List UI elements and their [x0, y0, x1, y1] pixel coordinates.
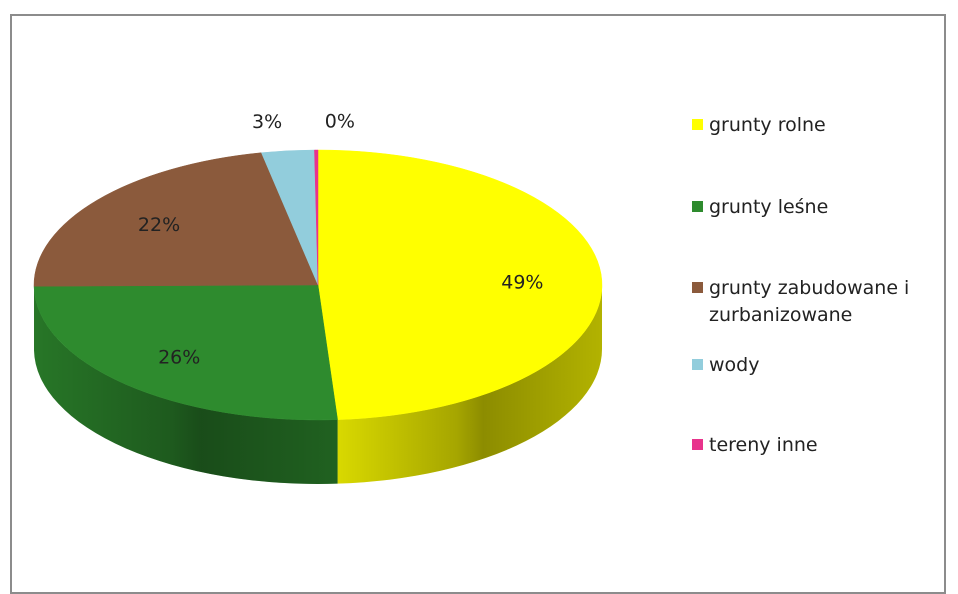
- data-label-wody: 3%: [252, 111, 282, 133]
- legend-item-grunty-zabudowane-i-zurbanizowane: grunty zabudowane i zurbanizowane: [692, 275, 954, 329]
- data-label-grunty-lesne: 26%: [158, 346, 200, 368]
- data-label-grunty-zabudowane-i-zurbanizowane: 22%: [138, 214, 180, 236]
- legend-item-grunty-rolne: grunty rolne: [692, 112, 826, 139]
- legend-label-wody: wody: [709, 352, 759, 379]
- data-label-tereny-inne: 0%: [325, 110, 355, 132]
- legend-item-wody: wody: [692, 352, 759, 379]
- legend-item-tereny-inne: tereny inne: [692, 432, 818, 459]
- legend-swatch-wody: [692, 359, 703, 370]
- legend-item-grunty-lesne: grunty leśne: [692, 194, 828, 221]
- legend-label-grunty-lesne: grunty leśne: [709, 194, 828, 221]
- legend-swatch-grunty-rolne: [692, 119, 703, 130]
- legend-swatch-grunty-zabudowane-i-zurbanizowane: [692, 282, 703, 293]
- legend-label-grunty-rolne: grunty rolne: [709, 112, 826, 139]
- legend-label-grunty-zabudowane-i-zurbanizowane: grunty zabudowane i zurbanizowane: [709, 275, 954, 329]
- data-label-grunty-rolne: 49%: [501, 272, 543, 294]
- legend-label-tereny-inne: tereny inne: [709, 432, 818, 459]
- legend-swatch-grunty-lesne: [692, 201, 703, 212]
- legend-swatch-tereny-inne: [692, 439, 703, 450]
